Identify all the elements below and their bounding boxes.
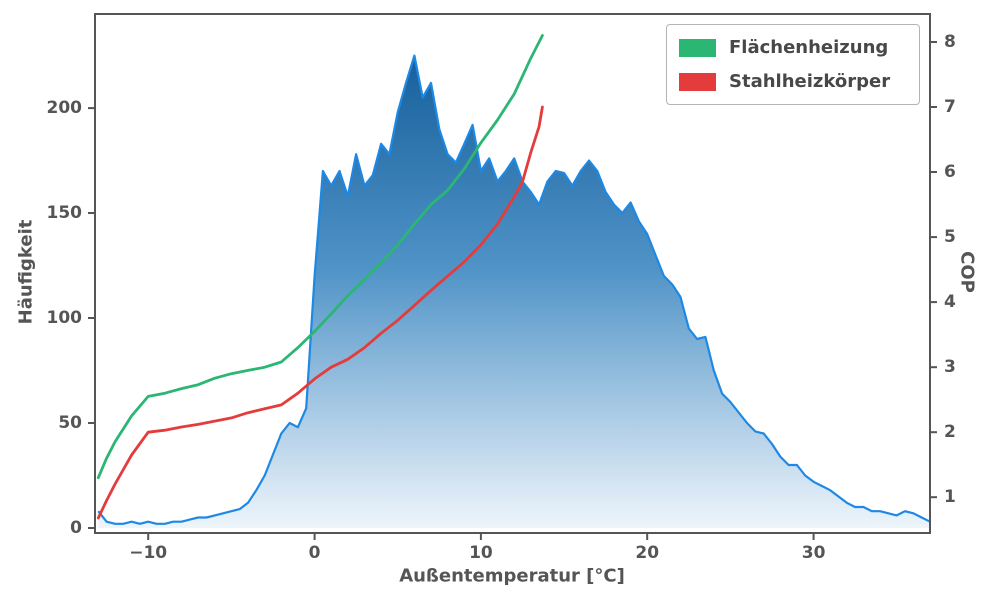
histogram-line (97, 54, 931, 525)
y-right-tick-label: 1 (944, 487, 956, 507)
x-tick-label: 10 (469, 543, 493, 563)
y-axis-right-label: COP (956, 251, 978, 293)
x-tick-label: 30 (802, 543, 826, 563)
y-right-tick-label: 2 (944, 422, 956, 442)
y-left-tick-label: 50 (58, 413, 82, 433)
legend-patch-green (679, 38, 716, 57)
y-right-tick-label: 3 (944, 357, 956, 377)
legend-patch-red (679, 72, 716, 91)
y-left-tick-label: 200 (47, 98, 83, 118)
y-right-tick-label: 5 (944, 227, 956, 247)
legend-item-flaechenheizung: Flächenheizung (679, 34, 907, 61)
series-line-flaechenheizung (96, 34, 544, 480)
y-axis-left-label: Häufigkeit (15, 219, 37, 325)
legend: Flächenheizung Stahlheizkörper (666, 24, 920, 105)
histogram-area (98, 55, 931, 528)
y-right-tick-label: 8 (944, 32, 956, 52)
y-right-tick-label: 6 (944, 162, 956, 182)
series-line-stahlheizkoerper (96, 105, 544, 520)
y-left-tick-label: 0 (70, 518, 82, 538)
x-axis-label: Außentemperatur [°C] (399, 565, 625, 587)
legend-label-flaechenheizung: Flächenheizung (729, 37, 889, 58)
y-right-tick-label: 4 (944, 292, 956, 312)
legend-item-stahlheizkoerper: Stahlheizkörper (679, 68, 907, 95)
y-left-tick-label: 100 (47, 308, 83, 328)
x-tick-label: 20 (635, 543, 659, 563)
x-tick-label: 0 (309, 543, 321, 563)
plot-border (94, 13, 931, 534)
y-left-tick-label: 150 (47, 203, 83, 223)
legend-label-stahlheizkoerper: Stahlheizkörper (729, 71, 891, 92)
x-tick-label: −10 (129, 543, 167, 563)
y-right-tick-label: 7 (944, 97, 956, 117)
